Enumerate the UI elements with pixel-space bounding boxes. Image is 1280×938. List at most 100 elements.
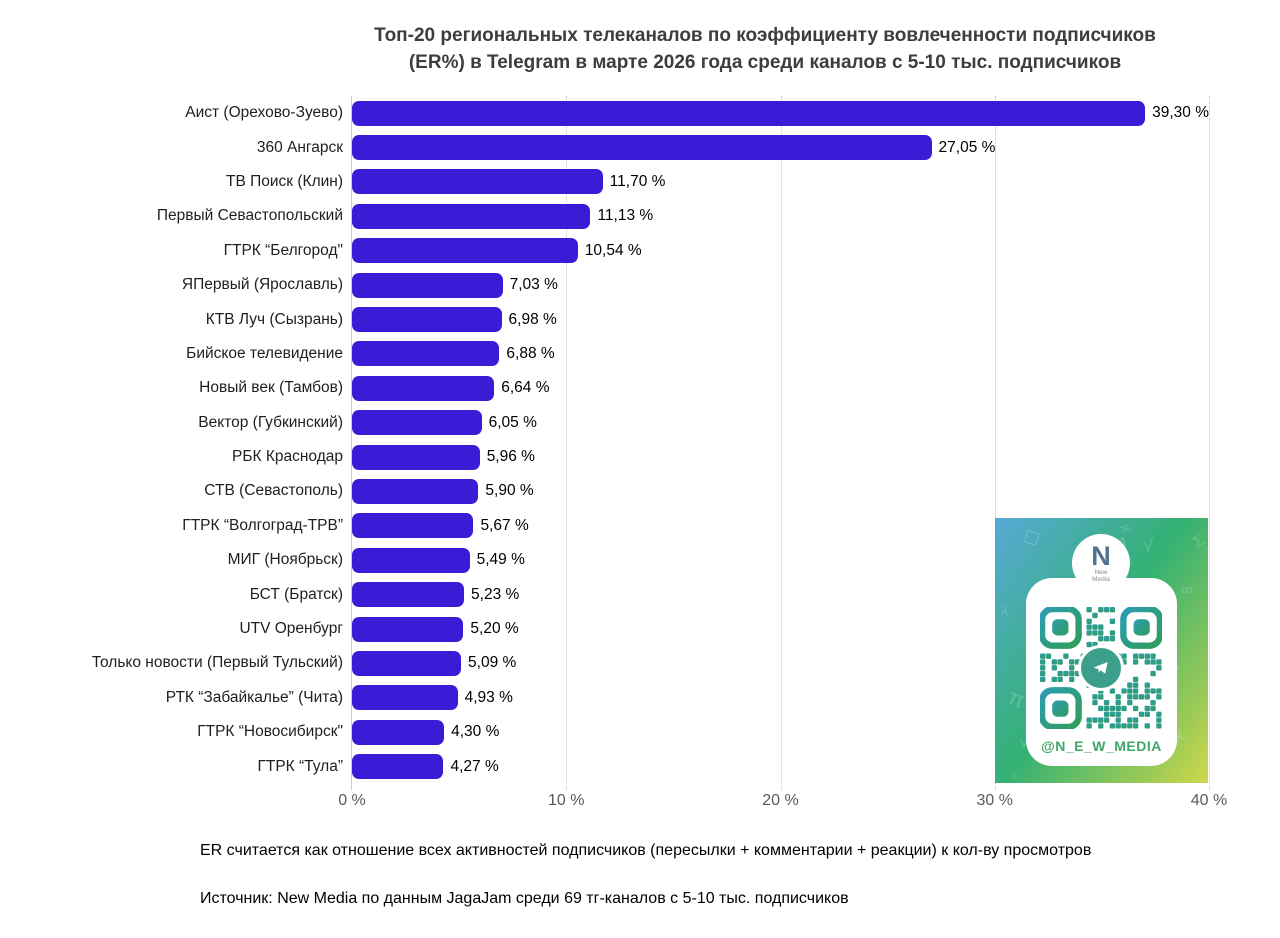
bar-value-label: 5,09 %	[468, 654, 517, 672]
bar-value-label: 5,90 %	[485, 482, 534, 500]
x-tick-label-10: 10 %	[548, 792, 585, 809]
bar	[352, 685, 458, 711]
category-label: ГТРК “Белгород"	[223, 241, 343, 259]
telegram-plane-icon	[1093, 662, 1108, 674]
category-label: Первый Севастопольский	[156, 207, 343, 225]
doodle-glyph: ◻	[1021, 523, 1044, 550]
qr-handle-text: @N_E_W_MEDIA	[1041, 738, 1162, 754]
bar-row: 5,67 %	[352, 509, 1209, 543]
bar-row: 4,27 %	[352, 749, 1209, 783]
bar-value-label: 10,54 %	[584, 241, 642, 259]
category-label: СТВ (Севастополь)	[204, 482, 343, 500]
category-label: КТВ Луч (Сызрань)	[205, 310, 343, 328]
category-labels: Аист (Орехово-Зуево) 360 Ангарск ТВ Поиск …	[0, 96, 343, 784]
bar-value-label: 4,30 %	[451, 723, 500, 741]
bar-row: 5,09 %	[352, 646, 1209, 680]
category-label: РТК “Забайкалье” (Чита)	[165, 688, 343, 706]
bar-row: 5,90 %	[352, 474, 1209, 508]
category-label: БСТ (Братск)	[249, 585, 343, 603]
telegram-icon	[1078, 645, 1124, 691]
bar	[352, 478, 479, 504]
bar-value-label: 4,27 %	[450, 757, 499, 775]
bar-value-label: 5,67 %	[480, 516, 529, 534]
bar-row: 5,23 %	[352, 577, 1209, 611]
bar-value-label: 39,30 %	[1152, 104, 1209, 122]
bar-value-label: 4,93 %	[464, 688, 513, 706]
category-label: ТВ Поиск (Клин)	[226, 172, 343, 190]
bar-value-label: 6,88 %	[506, 344, 555, 362]
bar	[352, 341, 500, 367]
bar-row: 5,49 %	[352, 543, 1209, 577]
doodle-glyph: ♪	[1007, 766, 1020, 783]
bar-value-label: 5,96 %	[486, 448, 535, 466]
bar-row: 7,03 %	[352, 268, 1209, 302]
bar-row: 39,30 %	[352, 96, 1209, 130]
bar	[352, 582, 465, 608]
chart-title: Топ-20 региональных телеканалов по коэфф…	[250, 22, 1280, 76]
qr-code	[1038, 605, 1164, 731]
bar-row: 27,05 %	[352, 130, 1209, 164]
bar	[352, 100, 1146, 126]
newmedia-logo-n: N	[1091, 541, 1111, 571]
gridline-10	[566, 96, 568, 790]
bar-value-label: 6,05 %	[488, 413, 537, 431]
bar	[352, 650, 462, 676]
chart-title-line2: (ER%) в Telegram в марте 2026 года среди…	[408, 52, 1122, 73]
category-label: Только новости (Первый Тульский)	[91, 654, 343, 672]
bar-row: 6,64 %	[352, 371, 1209, 405]
category-label: РБК Краснодар	[232, 448, 343, 466]
category-label: Вектор (Губкинский)	[198, 413, 343, 431]
bar-row: 4,93 %	[352, 681, 1209, 715]
x-tick-label-20: 20 %	[762, 792, 799, 809]
bar	[352, 307, 502, 333]
chart-title-line1: Топ-20 региональных телеканалов по коэфф…	[374, 25, 1156, 46]
category-label: ГТРК “Тула”	[257, 757, 343, 775]
bar	[352, 513, 474, 539]
bar	[352, 375, 495, 401]
bar-row: 6,05 %	[352, 406, 1209, 440]
x-tick-label-30: 30 %	[976, 792, 1013, 809]
bar-row: 11,70 %	[352, 165, 1209, 199]
doodle-glyph: λ	[1000, 602, 1011, 619]
category-label: ГТРК “Новосибирск"	[197, 723, 343, 741]
bar	[352, 238, 578, 264]
zero-baseline	[351, 96, 352, 790]
qr-card: @N_E_W_MEDIA	[1026, 578, 1177, 766]
doodle-glyph: ＋	[1115, 520, 1135, 540]
bar	[352, 616, 464, 642]
x-axis: 0 % 10 % 20 % 30 % 40 %	[338, 792, 1227, 812]
doodle-glyph: ∞	[1180, 579, 1195, 600]
x-tick-label-40: 40 %	[1190, 792, 1228, 809]
doodle-glyph: Σ	[1189, 531, 1207, 552]
bar-row: 6,88 %	[352, 337, 1209, 371]
bar	[352, 135, 932, 161]
gridline-30	[994, 96, 996, 790]
bar-value-label: 5,20 %	[470, 620, 519, 638]
bar	[352, 203, 591, 229]
bar-value-label: 11,70 %	[609, 172, 666, 190]
bar-row: 4,30 %	[352, 715, 1209, 749]
bar-row: 5,96 %	[352, 440, 1209, 474]
category-label: Новый век (Тамбов)	[199, 379, 343, 397]
bar-value-label: 7,03 %	[509, 276, 558, 294]
category-label: МИГ (Ноябрьск)	[227, 551, 343, 569]
doodle-glyph: √	[1143, 533, 1154, 555]
newmedia-logo-text: New Media	[1092, 569, 1110, 583]
category-label: 360 Ангарск	[256, 138, 343, 156]
category-label: Бийское телевидение	[186, 344, 343, 362]
bar-row: 11,13 %	[352, 199, 1209, 233]
plot-area: 39,30 % 27,05 % 11,70 % 11,13 % 10,54 % 7,03 …	[351, 96, 1210, 790]
bar-value-label: 6,64 %	[501, 379, 550, 397]
bar-row: 6,98 %	[352, 302, 1209, 336]
bar	[352, 410, 482, 436]
category-label: ЯПервый (Ярославль)	[181, 276, 343, 294]
bar-value-label: 11,13 %	[597, 207, 654, 225]
bar	[352, 444, 480, 470]
category-label: ГТРК “Волгоград-ТРВ”	[182, 516, 343, 534]
bar-value-label: 6,98 %	[508, 310, 557, 328]
bar	[352, 272, 503, 298]
footnote-source: Источник: New Media по данным JagaJam ср…	[200, 890, 849, 907]
footnote-er-note: ER считается как отношение всех активнос…	[200, 842, 1092, 859]
qr-code-image	[1038, 605, 1164, 731]
